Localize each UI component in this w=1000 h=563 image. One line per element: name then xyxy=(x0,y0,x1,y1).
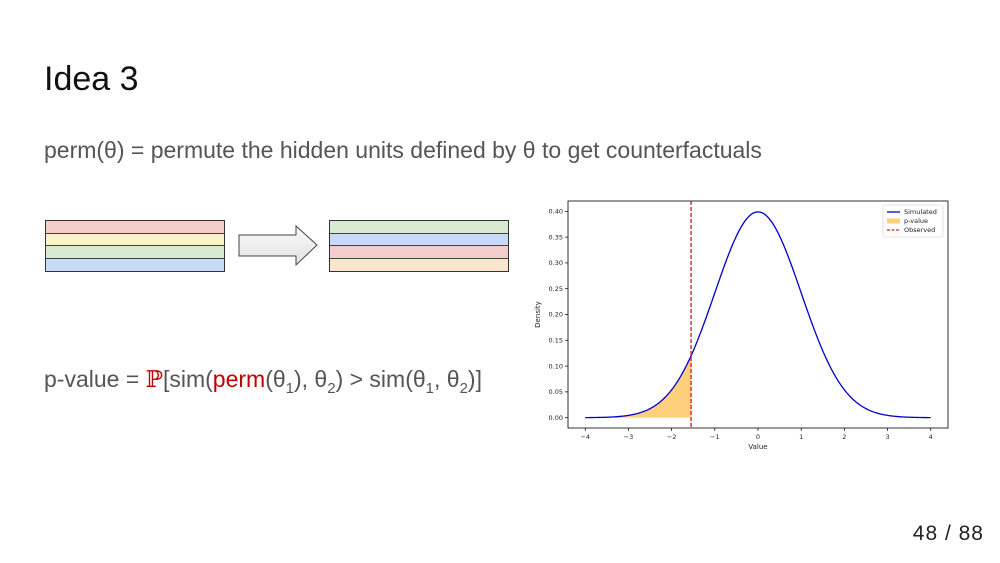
y-tick-label-8: 0.40 xyxy=(549,208,563,216)
formula-sub-3: 1 xyxy=(425,380,434,397)
y-tick-label-2: 0.10 xyxy=(549,362,563,370)
hidden-units-original xyxy=(45,220,225,272)
permuted-unit-row-2 xyxy=(330,233,508,246)
formula-sub-1: 1 xyxy=(285,380,294,397)
slide-subtitle: perm(θ) = permute the hidden units defin… xyxy=(44,137,762,163)
y-axis-label: Density xyxy=(534,301,542,328)
x-tick-label-3: −1 xyxy=(710,433,720,441)
original-unit-row-2 xyxy=(46,233,224,246)
original-unit-row-4 xyxy=(46,258,224,271)
formula-sub-2: 2 xyxy=(327,380,336,397)
y-tick-label-7: 0.35 xyxy=(549,233,563,241)
arrow-right-icon xyxy=(238,225,318,267)
x-tick-label-8: 4 xyxy=(929,433,933,441)
y-tick-label-1: 0.05 xyxy=(549,388,563,396)
permuted-unit-row-1 xyxy=(330,221,508,234)
formula-open: [sim( xyxy=(162,366,213,392)
probability-symbol: ℙ xyxy=(145,367,163,393)
legend-p-value-swatch xyxy=(887,218,900,224)
legend-label-3: Observed xyxy=(904,226,935,234)
formula-sub-4: 2 xyxy=(459,380,468,397)
legend-label-1: Simulated xyxy=(904,208,937,216)
permuted-unit-row-3 xyxy=(330,246,508,259)
slide-title: Idea 3 xyxy=(44,60,139,98)
x-tick-label-6: 2 xyxy=(842,433,846,441)
p-value-formula: p-value = ℙ[sim(perm(θ1), θ2) > sim(θ1, … xyxy=(44,366,482,397)
simulated-density-line xyxy=(585,211,931,419)
x-tick-label-1: −3 xyxy=(624,433,634,441)
original-unit-row-1 xyxy=(46,221,224,234)
formula-mid-2: ) > sim(θ xyxy=(335,366,426,392)
formula-mid-3: , θ xyxy=(434,366,460,392)
formula-theta-a: (θ xyxy=(265,366,286,392)
formula-mid-1: ), θ xyxy=(293,366,328,392)
x-axis-label: Value xyxy=(748,443,767,451)
formula-lhs: p-value = xyxy=(44,366,146,392)
p-value-chart: −4 −3 −2 −1 0 1 2 3 4 0.00 0.05 0.10 0.15 0.20 0.25 0.3… xyxy=(534,200,949,451)
x-tick-label-2: −2 xyxy=(667,433,677,441)
p-value-area xyxy=(585,355,692,418)
y-tick-label-4: 0.20 xyxy=(549,311,563,319)
permuted-unit-row-4 xyxy=(330,258,508,271)
x-tick-label-7: 3 xyxy=(885,433,889,441)
formula-close: )] xyxy=(467,366,482,392)
original-unit-row-3 xyxy=(46,246,224,259)
y-tick-label-5: 0.25 xyxy=(549,285,563,293)
x-tick-label-5: 1 xyxy=(799,433,803,441)
legend-box xyxy=(882,204,944,238)
y-tick-label-6: 0.30 xyxy=(549,259,563,267)
x-tick-label-4: 0 xyxy=(756,433,760,441)
x-tick-label-0: −4 xyxy=(580,433,590,441)
formula-perm: perm xyxy=(212,366,266,392)
hidden-units-permuted xyxy=(329,220,509,272)
y-tick-label-3: 0.15 xyxy=(549,336,563,344)
page-number: 48 / 88 xyxy=(912,522,984,545)
y-tick-label-0: 0.00 xyxy=(549,414,563,422)
legend-label-2: p-value xyxy=(904,217,928,225)
